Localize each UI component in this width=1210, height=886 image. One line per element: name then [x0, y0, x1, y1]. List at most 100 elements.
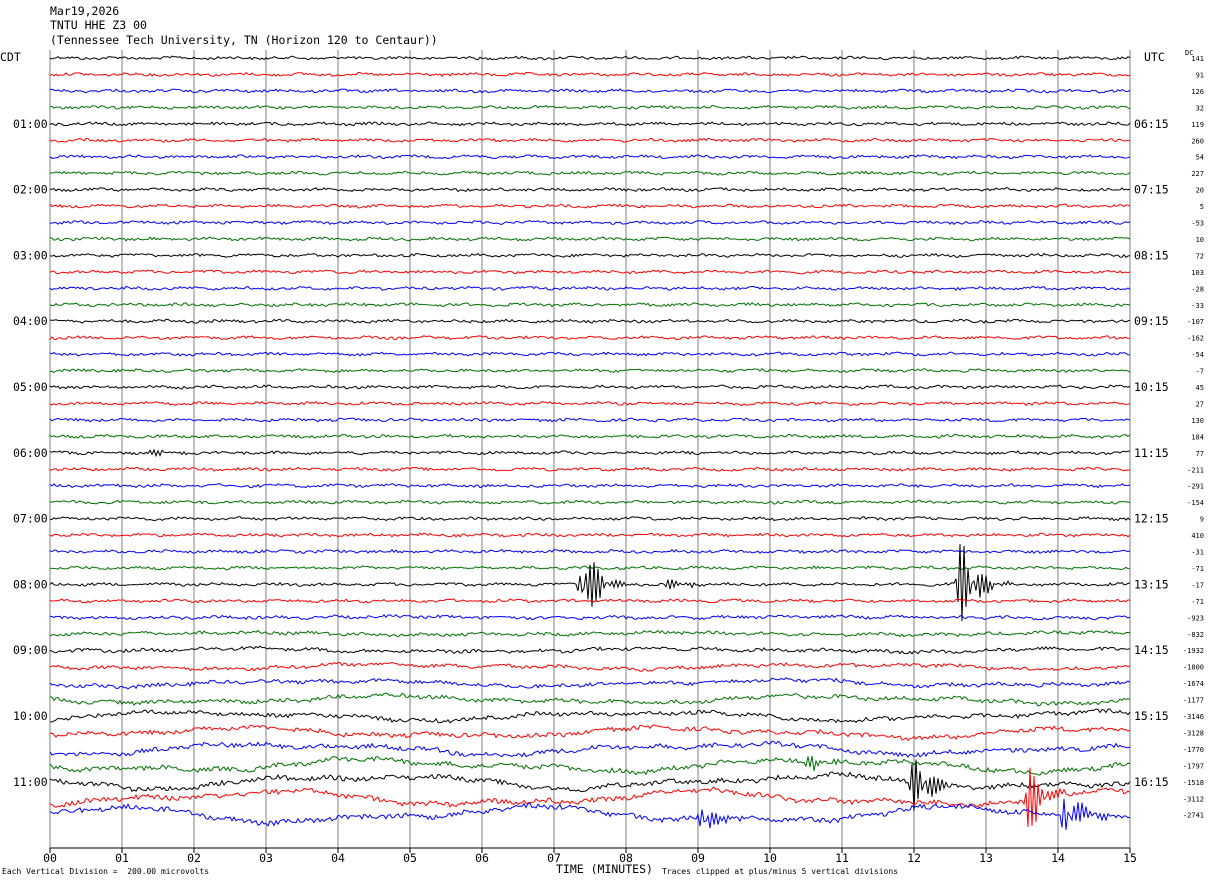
- right-hour-label: 16:15: [1134, 775, 1169, 789]
- left-hour-label: 04:00: [13, 314, 48, 328]
- clip-note: Traces clipped at plus/minus 5 vertical …: [662, 867, 899, 876]
- trace-row: [49, 798, 1131, 830]
- dc-offset-label: 126: [1191, 88, 1204, 96]
- trace-row: [49, 516, 1131, 522]
- dc-offset-label: 410: [1191, 532, 1204, 540]
- dc-offset-label: -291: [1187, 483, 1204, 491]
- dc-offset-label: -923: [1187, 614, 1204, 622]
- x-tick-label: 10: [763, 851, 777, 865]
- dc-offset-label: -1177: [1183, 697, 1204, 705]
- x-tick-label: 12: [907, 851, 921, 865]
- trace-row: [49, 154, 1131, 160]
- dc-offset-label: -2741: [1183, 812, 1204, 820]
- trace-row: [50, 219, 1131, 226]
- dc-offset-label: -1797: [1183, 762, 1204, 770]
- trace-row: [49, 137, 1131, 143]
- dc-offset-label: 10: [1196, 236, 1204, 244]
- trace-row: [49, 121, 1131, 127]
- dc-offset-label: 20: [1196, 187, 1204, 195]
- trace-row: [49, 645, 1131, 655]
- x-tick-label: 00: [43, 851, 57, 865]
- trace-row: [49, 724, 1131, 742]
- left-hour-label: 11:00: [13, 775, 48, 789]
- trace-row: [49, 548, 1131, 554]
- dc-offset-label: 130: [1191, 417, 1204, 425]
- x-tick-label: 08: [619, 851, 633, 865]
- dc-offset-label: -211: [1187, 466, 1204, 474]
- x-tick-label: 13: [979, 851, 993, 865]
- dc-offset-label: 184: [1191, 433, 1204, 441]
- trace-row: [49, 614, 1131, 621]
- x-tick-label: 05: [403, 851, 417, 865]
- trace-row: [49, 661, 1131, 672]
- left-hour-label: 05:00: [13, 380, 48, 394]
- station-description: (Tennessee Tech University, TN (Horizon …: [50, 33, 438, 47]
- dc-offset-label: -154: [1187, 499, 1204, 507]
- trace-row: [49, 71, 1131, 77]
- left-hour-label: 02:00: [13, 183, 48, 197]
- trace-row: [49, 543, 1131, 622]
- right-hour-label: 12:15: [1134, 512, 1169, 526]
- trace-row: [49, 318, 1131, 324]
- left-hour-label: 10:00: [13, 709, 48, 723]
- dc-offset-label: -71: [1191, 565, 1204, 573]
- dc-offset-label: 9: [1200, 516, 1204, 524]
- dc-offset-label: 103: [1191, 269, 1204, 277]
- dc-offset-label: -1518: [1183, 779, 1204, 787]
- trace-row: [49, 755, 1131, 776]
- left-hour-label: 03:00: [13, 248, 48, 262]
- right-hour-label: 07:15: [1134, 183, 1169, 197]
- x-tick-label: 11: [835, 851, 849, 865]
- x-tick-label: 07: [547, 851, 561, 865]
- trace-row: [49, 400, 1131, 407]
- dc-offset-label: 45: [1196, 384, 1204, 392]
- trace-row: [49, 499, 1131, 505]
- dc-offset-label: 27: [1196, 400, 1204, 408]
- trace-row: [49, 598, 1131, 604]
- trace-row: [49, 417, 1131, 423]
- dc-offset-label: -1800: [1183, 664, 1204, 672]
- trace-row: [49, 88, 1131, 94]
- right-hour-label: 13:15: [1134, 577, 1169, 591]
- trace-row: [49, 285, 1131, 291]
- trace-row: [49, 104, 1131, 110]
- x-tick-label: 06: [475, 851, 489, 865]
- dc-offset-label: -31: [1191, 549, 1204, 557]
- trace-row: [49, 759, 1131, 811]
- trace-row: [49, 483, 1131, 489]
- trace-row: [49, 740, 1131, 758]
- x-tick-label: 14: [1051, 851, 1065, 865]
- x-axis-title: TIME (MINUTES): [556, 862, 653, 876]
- dc-offset-label: -17: [1191, 581, 1204, 589]
- trace-row: [49, 170, 1131, 176]
- dc-offset-label: -832: [1187, 631, 1204, 639]
- trace-row: [50, 187, 1131, 193]
- left-hour-label: 07:00: [13, 512, 48, 526]
- scale-note: Each Vertical Division = 200.00 microvol…: [2, 867, 210, 876]
- left-hour-label: 06:00: [13, 446, 48, 460]
- x-tick-label: 01: [115, 851, 129, 865]
- dc-offset-label: 54: [1196, 154, 1204, 162]
- trace-row: [49, 466, 1131, 472]
- dc-offset-label: -7: [1196, 368, 1204, 376]
- dc-offset-label: -3128: [1183, 729, 1204, 737]
- trace-row: [49, 384, 1131, 390]
- trace-row: [49, 692, 1131, 707]
- trace-row: [49, 269, 1131, 275]
- right-hour-label: 10:15: [1134, 380, 1169, 394]
- dc-offset-label: -28: [1191, 285, 1204, 293]
- trace-row: [49, 55, 1131, 61]
- x-tick-label: 09: [691, 851, 705, 865]
- date-label: Mar19,2026: [50, 4, 120, 18]
- trace-group: [49, 55, 1131, 830]
- trace-row: [49, 532, 1131, 538]
- left-timezone-label: CDT: [0, 50, 21, 64]
- dc-offset-label: 91: [1196, 71, 1204, 79]
- dc-offset-label: 119: [1191, 121, 1204, 129]
- x-tick-label: 15: [1123, 851, 1137, 865]
- trace-row: [49, 335, 1131, 341]
- trace-row: [49, 677, 1131, 690]
- right-timezone-label: UTC: [1144, 50, 1165, 64]
- right-hour-label: 15:15: [1134, 709, 1169, 723]
